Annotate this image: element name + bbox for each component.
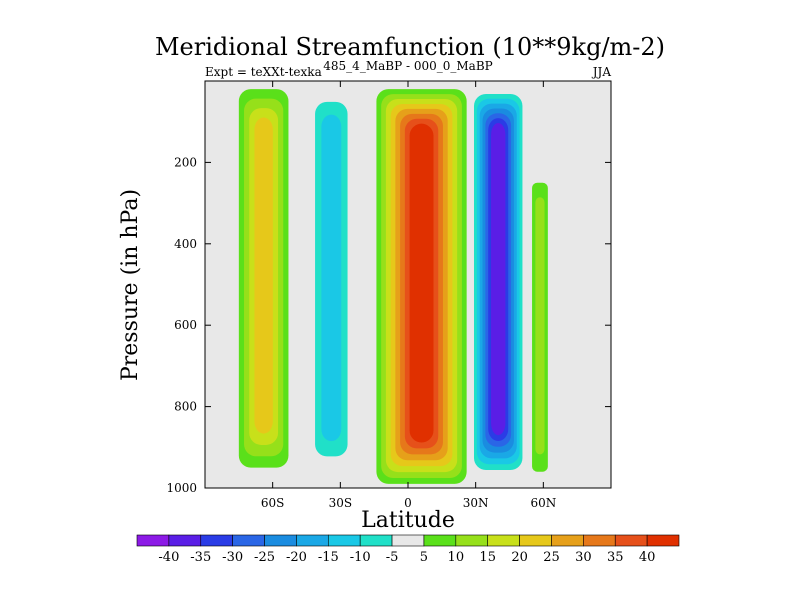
- tropical-positive-cell: [376, 89, 467, 484]
- colorbar-label: 35: [607, 550, 624, 565]
- x-tick-label: 30N: [463, 496, 489, 510]
- colorbar-label: 25: [543, 550, 560, 565]
- colorbar-label: 40: [639, 550, 656, 565]
- colorbar-swatch: [646, 534, 680, 547]
- colorbar-swatch: [327, 534, 361, 547]
- y-axis: 200 400 600 800 1000: [166, 155, 611, 495]
- colorbar-swatch: [519, 534, 552, 547]
- southern-high-latitude-positive-cell: [238, 89, 289, 468]
- northern-high-latitude-positive-cell: [532, 182, 548, 472]
- colorbar-swatch: [614, 534, 648, 547]
- contour-level-neg40: [491, 122, 506, 436]
- colorbar-label: -35: [190, 550, 211, 565]
- y-tick-label: 1000: [166, 481, 197, 495]
- colorbar-swatch: [423, 534, 457, 547]
- colorbar-swatch: [200, 534, 233, 547]
- contour-level-pos40: [409, 123, 434, 443]
- colorbar-label: 5: [420, 550, 428, 565]
- colorbar-label: 20: [511, 550, 528, 565]
- contour-level-pos10: [535, 197, 545, 455]
- colorbar-label: 15: [479, 550, 496, 565]
- colorbar-label: -15: [318, 550, 339, 565]
- colorbar-swatch: [232, 534, 265, 547]
- colorbar-label: -20: [286, 550, 307, 565]
- x-axis: 60S 30S 0 30N 60N: [261, 81, 556, 510]
- colorbar-swatch: [136, 534, 170, 547]
- colorbar-label: -40: [158, 550, 179, 565]
- y-tick-label: 200: [174, 155, 197, 169]
- northern-subtropical-negative-cell: [471, 89, 526, 476]
- colorbar-label: 30: [575, 550, 592, 565]
- right-label: JJA: [591, 65, 612, 79]
- colorbar-label: -10: [350, 550, 371, 565]
- y-tick-label: 600: [174, 318, 197, 332]
- colorbar-swatch: [487, 534, 520, 547]
- contour-fill-group: [238, 89, 548, 484]
- y-axis-label: Pressure (in hPa): [118, 189, 143, 381]
- colorbar-swatch: [551, 534, 584, 547]
- colorbar-swatch: [168, 534, 202, 547]
- colorbar-label: -25: [254, 550, 275, 565]
- colorbar-swatch: [583, 534, 616, 547]
- colorbar: -40 -35 -30 -25 -20 -15 -10 -5 5 10 15 20 25 30 35 40: [136, 534, 680, 565]
- colorbar-swatch: [455, 534, 489, 547]
- colorbar-swatch: [264, 534, 297, 547]
- x-tick-label: 60N: [530, 496, 556, 510]
- x-axis-label: Latitude: [361, 508, 455, 533]
- y-tick-label: 400: [174, 237, 197, 251]
- x-tick-label: 60S: [261, 496, 285, 510]
- chart-title: Meridional Streamfunction (10**9kg/m-2): [155, 33, 665, 61]
- x-tick-label: 0: [404, 496, 412, 510]
- colorbar-label: -30: [222, 550, 243, 565]
- left-label: Expt = teXXt-texka: [205, 65, 322, 79]
- colorbar-label: 10: [448, 550, 465, 565]
- colorbar-label: -5: [386, 550, 399, 565]
- colorbar-swatch: [296, 534, 329, 547]
- contour-level-neg15: [321, 114, 342, 442]
- subtitle: 485_4_MaBP - 000_0_MaBP: [323, 59, 492, 73]
- colorbar-swatch: [359, 534, 393, 547]
- y-tick-label: 800: [174, 400, 197, 414]
- contour-level-pos20: [254, 117, 273, 434]
- southern-midlatitude-negative-cell: [308, 89, 354, 472]
- colorbar-swatch: [391, 534, 425, 547]
- x-tick-label: 30S: [329, 496, 353, 510]
